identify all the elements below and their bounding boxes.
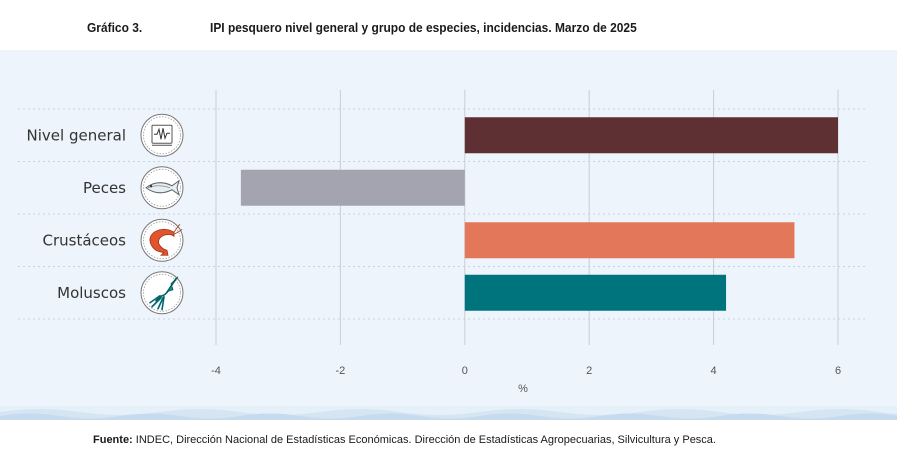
x-tick-label: 2 xyxy=(586,365,592,377)
figure-number: Gráfico 3. xyxy=(87,20,143,35)
category-icons xyxy=(140,113,184,315)
x-tick-label: -4 xyxy=(211,365,221,377)
x-tick-label: 4 xyxy=(711,365,717,377)
category-label: Moluscos xyxy=(57,284,126,302)
fish-icon xyxy=(140,166,184,210)
x-tick-label: -2 xyxy=(336,365,346,377)
category-label: Crustáceos xyxy=(42,231,126,249)
x-tick-label: 0 xyxy=(462,365,468,377)
bars xyxy=(240,117,838,311)
wave-decoration xyxy=(0,406,897,420)
figure-title: IPI pesquero nivel general y grupo de es… xyxy=(210,20,637,35)
category-labels: Nivel general Peces Crustáceos Moluscos xyxy=(27,126,127,302)
category-label: Peces xyxy=(83,179,126,197)
source-note: Fuente: INDEC, Dirección Nacional de Est… xyxy=(93,434,716,446)
source-text: INDEC, Dirección Nacional de Estadística… xyxy=(132,434,716,446)
shrimp-icon xyxy=(140,218,184,262)
squid-icon xyxy=(140,271,184,315)
bar xyxy=(464,117,838,154)
x-tick-label: 6 xyxy=(835,365,841,377)
bar xyxy=(464,222,795,259)
bar xyxy=(464,274,727,311)
x-axis-ticks: -4 -2 0 2 4 6 xyxy=(211,365,841,377)
bar xyxy=(240,169,465,206)
x-axis-unit: % xyxy=(518,383,528,395)
source-label: Fuente: xyxy=(93,434,133,446)
category-label: Nivel general xyxy=(27,126,126,144)
monitor-icon xyxy=(140,113,184,157)
figure-header: Gráfico 3. IPI pesquero nivel general y … xyxy=(0,0,897,50)
